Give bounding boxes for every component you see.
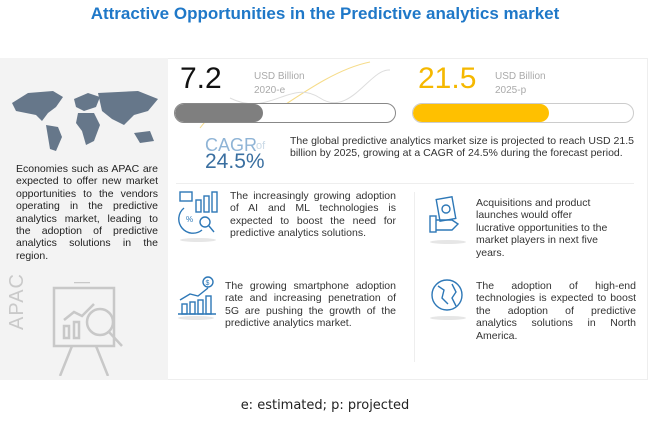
money-hand-icon: [429, 196, 460, 233]
globe-icon: [431, 279, 463, 311]
end-unit: USD Billion: [495, 71, 546, 82]
end-bar-fill: [413, 104, 550, 122]
insight-text: The growing smartphone adoption rate and…: [225, 280, 396, 330]
icon-shadow: [430, 240, 466, 244]
start-bar-fill: [175, 104, 263, 122]
presentation-analytics-icon: [52, 282, 123, 376]
start-value: 7.2: [180, 62, 222, 95]
insight-text: Acquisitions and product launches would …: [476, 197, 608, 259]
divider: [176, 183, 634, 184]
end-year: 2025-p: [495, 85, 527, 96]
region-label: APAC: [6, 273, 28, 330]
region-description: Economies such as APAC are expected to o…: [16, 163, 158, 262]
start-bar: [174, 103, 396, 123]
start-year: 2020-e: [254, 85, 286, 96]
icon-shadow: [178, 316, 214, 320]
analytics-percent-icon: %: [178, 191, 218, 234]
svg-text:$: $: [206, 280, 210, 287]
market-summary: The global predictive analytics market s…: [290, 135, 634, 160]
world-map-icon: [12, 91, 158, 151]
icon-shadow: [180, 238, 216, 242]
page-title: Attractive Opportunities in the Predicti…: [90, 4, 560, 23]
cagr-label: CAGR: [205, 135, 258, 155]
insight-text: The increasingly growing adoption of AI …: [230, 190, 396, 240]
svg-text:%: %: [186, 215, 193, 224]
footnote: e: estimated; p: projected: [240, 398, 410, 413]
icon-shadow: [430, 316, 466, 320]
start-unit: USD Billion: [254, 71, 305, 82]
divider: [414, 192, 415, 362]
cagr-of: of: [256, 140, 266, 152]
growth-chart-dollar-icon: $: [178, 276, 216, 315]
end-value: 21.5: [418, 62, 477, 95]
cagr-value: 24.5%: [205, 150, 265, 173]
insight-text: The adoption of high-end technologies is…: [476, 280, 636, 342]
end-bar: [412, 103, 634, 123]
